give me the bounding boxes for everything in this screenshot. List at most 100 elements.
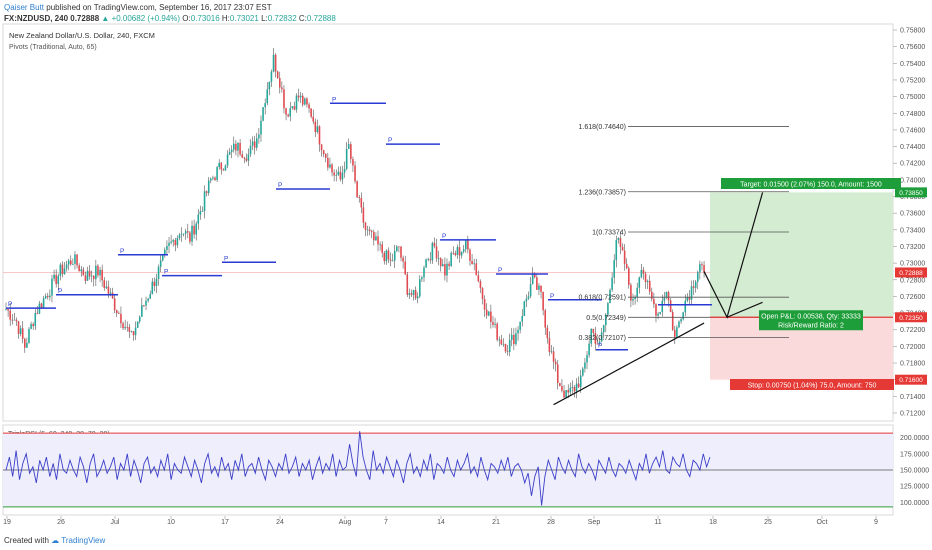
candle-body bbox=[318, 126, 321, 145]
candle-body bbox=[226, 154, 229, 166]
candle-body bbox=[350, 144, 352, 160]
candle-body bbox=[44, 295, 47, 299]
candle-body bbox=[419, 279, 421, 297]
candle-body bbox=[648, 280, 651, 292]
candle-body bbox=[356, 181, 358, 198]
candle-body bbox=[180, 234, 183, 235]
candle-body bbox=[584, 362, 586, 369]
candle-body bbox=[220, 162, 223, 170]
candle-body bbox=[320, 144, 323, 151]
candle-body bbox=[15, 319, 18, 322]
candle-body bbox=[487, 311, 490, 316]
time-tick-label: 19 bbox=[3, 519, 11, 526]
last-price-badge: 0.72888 bbox=[899, 270, 923, 277]
time-tick-label: 9 bbox=[874, 519, 878, 526]
open-label: O: bbox=[182, 14, 191, 23]
candle-body bbox=[151, 281, 154, 295]
tradingview-link[interactable]: TradingView bbox=[61, 536, 106, 545]
candle-body bbox=[398, 246, 400, 248]
candle-body bbox=[341, 172, 344, 180]
time-tick-label: 10 bbox=[167, 519, 175, 526]
candle-body bbox=[623, 250, 626, 264]
last-price: 0.72888 bbox=[70, 14, 100, 23]
candle-body bbox=[157, 266, 160, 280]
candle-body bbox=[228, 151, 231, 155]
candle-body bbox=[442, 264, 444, 267]
candle-body bbox=[291, 106, 294, 109]
candle-body bbox=[149, 294, 152, 299]
candle-body bbox=[406, 274, 409, 295]
trendline bbox=[553, 322, 705, 406]
symbol: FX:NZDUSD, 240 bbox=[4, 14, 69, 23]
candle-body bbox=[527, 296, 530, 299]
candle-body bbox=[586, 355, 588, 363]
stop-price-badge-bg bbox=[895, 374, 927, 385]
candle-body bbox=[266, 89, 269, 104]
rsi-tick-label: 200.0000 bbox=[900, 435, 929, 442]
candle-body bbox=[199, 211, 202, 215]
candle-body bbox=[19, 328, 22, 334]
candle-body bbox=[364, 222, 367, 230]
candle-body bbox=[92, 275, 95, 280]
candle-body bbox=[590, 328, 592, 344]
candle-body bbox=[444, 264, 446, 276]
candle-body bbox=[347, 144, 350, 149]
candle-body bbox=[519, 321, 521, 330]
time-tick-label: 28 bbox=[547, 519, 555, 526]
candle-body bbox=[504, 343, 507, 352]
candle-body bbox=[692, 286, 695, 288]
symbol-line: FX:NZDUSD, 240 0.72888 ▲ +0.00682 (+0.94… bbox=[4, 14, 336, 23]
candle-body bbox=[531, 273, 534, 285]
candle-body bbox=[701, 264, 703, 266]
candle-body bbox=[663, 297, 666, 301]
candle-body bbox=[218, 162, 220, 168]
candle-body bbox=[281, 87, 283, 90]
candle-body bbox=[582, 368, 584, 376]
candle-body bbox=[655, 304, 657, 316]
candle-body bbox=[197, 214, 200, 224]
candle-body bbox=[500, 339, 503, 345]
candle-body bbox=[222, 169, 225, 171]
candle-body bbox=[611, 277, 613, 290]
high-value: 0.73021 bbox=[229, 14, 259, 23]
candle-body bbox=[216, 167, 218, 180]
candle-body bbox=[475, 263, 478, 276]
candle-body bbox=[69, 260, 72, 265]
candle-body bbox=[343, 168, 346, 173]
candle-body bbox=[170, 241, 172, 243]
candle-body bbox=[554, 361, 557, 365]
candle-body bbox=[214, 177, 216, 180]
candle-body bbox=[575, 383, 578, 392]
candle-body bbox=[646, 280, 649, 283]
candle-body bbox=[101, 269, 103, 281]
candle-body bbox=[274, 54, 277, 72]
candle-body bbox=[609, 289, 611, 304]
candle-body bbox=[80, 269, 83, 272]
open-pl-bg bbox=[759, 310, 863, 331]
candle-body bbox=[120, 313, 122, 324]
candle-body bbox=[306, 98, 308, 105]
candle-body bbox=[615, 239, 618, 261]
candle-body bbox=[556, 364, 559, 384]
price-tick-label: 0.72000 bbox=[900, 344, 925, 351]
candle-body bbox=[124, 326, 126, 329]
candle-body bbox=[11, 319, 14, 321]
candle-body bbox=[312, 116, 315, 122]
author-link[interactable]: Qaiser Butt bbox=[4, 3, 45, 12]
candle-body bbox=[467, 240, 469, 250]
candle-body bbox=[579, 375, 582, 388]
candle-body bbox=[161, 254, 164, 261]
candle-body bbox=[373, 231, 375, 241]
candle-body bbox=[377, 236, 379, 245]
candle-body bbox=[544, 310, 547, 328]
candle-body bbox=[366, 229, 369, 231]
candle-body bbox=[381, 244, 383, 253]
candle-body bbox=[573, 386, 576, 392]
candle-body bbox=[634, 296, 636, 299]
candle-body bbox=[671, 312, 674, 330]
candle-body bbox=[694, 281, 697, 288]
candle-body bbox=[105, 286, 108, 288]
time-tick-label: 14 bbox=[437, 519, 445, 526]
chart-canvas[interactable]: New Zealand Dollar/U.S. Dollar, 240, FXC… bbox=[0, 0, 932, 530]
candle-body bbox=[314, 121, 317, 133]
